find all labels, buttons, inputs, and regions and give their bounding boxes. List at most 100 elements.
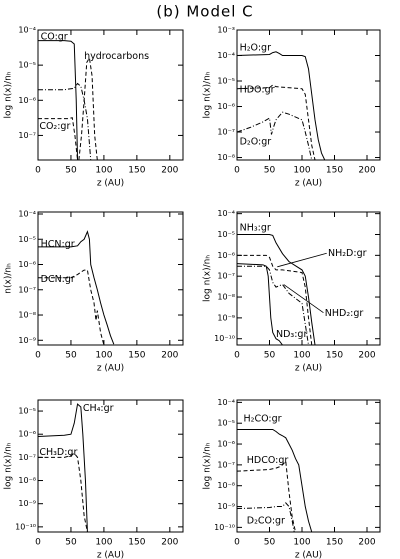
series-label: H₂O:gr — [240, 42, 271, 53]
y-tick-label: 10⁻⁶ — [18, 430, 36, 439]
series-label: H₂CO:gr — [244, 414, 282, 425]
plot-frame — [236, 399, 381, 533]
series-line — [237, 234, 316, 345]
series-line — [237, 265, 309, 345]
y-tick-label: 10⁻⁴ — [217, 398, 235, 407]
plot-frame — [37, 211, 184, 346]
x-tick-label: 150 — [128, 166, 145, 176]
series-group — [237, 428, 313, 532]
series-label: hydrocarbons — [84, 51, 149, 62]
series-line — [237, 84, 316, 160]
y-tick-label: 10⁻⁹ — [18, 499, 36, 508]
panel: 0 50 100 150 200 10⁻¹⁰ 10⁻⁹ 10⁻⁸ 10⁻⁷ 10⁻⁶ 10⁻⁵ z (… — [4, 399, 184, 559]
x-tick-label: 0 — [35, 351, 41, 361]
x-tick-label: 0 — [35, 166, 41, 176]
x-tick-label: 100 — [293, 351, 310, 361]
y-tick-label: 10⁻⁷ — [217, 460, 235, 469]
panel: 0 50 100 150 200 10⁻⁸ 10⁻⁷ 10⁻⁶ 10⁻⁵ 10⁻⁴ 10⁻³ z (A… — [203, 26, 381, 189]
x-tick-label: 200 — [161, 351, 178, 361]
series-line — [237, 51, 326, 160]
series-label: CH₄:gr — [83, 403, 114, 414]
series-line — [237, 428, 313, 532]
series-line — [78, 56, 98, 160]
y-tick-label: 10⁻¹⁰ — [214, 334, 235, 343]
x-tick-label: 100 — [95, 166, 112, 176]
y-tick-label: 10⁻⁴ — [217, 209, 235, 218]
x-tick-label: 150 — [128, 538, 145, 548]
y-tick-label: 10⁻⁷ — [18, 131, 36, 140]
plot-frame — [236, 29, 381, 161]
x-tick-label: 200 — [161, 538, 178, 548]
panel: 0 50 100 150 200 10⁻¹⁰ 10⁻⁹ 10⁻⁸ 10⁻⁷ 10⁻⁶ 10⁻⁵ 10⁻… — [203, 398, 381, 559]
series-line — [38, 269, 105, 345]
x-tick-label: 50 — [264, 538, 276, 548]
y-tick-label: 10⁻⁵ — [217, 419, 235, 428]
y-axis-label: log n(x)/nₕ — [4, 71, 14, 118]
y-tick-label: 10⁻⁸ — [18, 476, 36, 485]
series-group — [237, 234, 316, 345]
x-tick-label: 0 — [234, 351, 240, 361]
y-tick-label: 10⁻⁵ — [217, 230, 235, 239]
y-tick-label: 10⁻⁵ — [18, 407, 36, 416]
y-tick-label: 10⁻⁶ — [18, 96, 36, 105]
y-tick-label: 10⁻⁵ — [18, 61, 36, 70]
x-tick-label: 100 — [293, 538, 310, 548]
series-label: CO:gr — [41, 32, 68, 43]
x-axis-label: z (AU) — [295, 551, 322, 559]
x-tick-label: 50 — [65, 351, 77, 361]
panel: 0 50 100 150 200 10⁻⁷ 10⁻⁶ 10⁻⁵ 10⁻⁴ z (AU) log n(… — [4, 26, 184, 189]
panel: 0 50 100 150 200 10⁻¹⁰ 10⁻⁹ 10⁻⁸ 10⁻⁷ 10⁻⁶ 10⁻⁵ 10⁻… — [203, 209, 381, 374]
series-label: ND₃:gr — [276, 329, 307, 340]
x-tick-label: 150 — [326, 166, 343, 176]
series-label: HDO:gr — [240, 84, 275, 95]
series-line — [38, 230, 115, 345]
y-tick-label: 10⁻⁴ — [18, 26, 36, 35]
y-axis-label: log n(x)/nₕ — [203, 442, 213, 489]
x-tick-label: 200 — [358, 351, 375, 361]
series-line — [237, 263, 283, 345]
x-tick-label: 0 — [234, 166, 240, 176]
series-line — [237, 460, 296, 532]
series-line — [237, 111, 313, 160]
x-tick-label: 200 — [161, 166, 178, 176]
x-tick-label: 100 — [293, 166, 310, 176]
y-tick-label: 10⁻⁶ — [217, 251, 235, 260]
x-tick-label: 150 — [326, 351, 343, 361]
series-line — [38, 452, 88, 532]
y-tick-label: 10⁻⁹ — [217, 502, 235, 511]
series-line — [38, 403, 88, 532]
series-group — [38, 230, 115, 345]
y-tick-label: 10⁻¹⁰ — [15, 522, 36, 531]
series-label: DCN:gr — [41, 274, 75, 285]
series-label: NHD₂:gr — [325, 308, 364, 319]
x-tick-label: 200 — [358, 538, 375, 548]
series-line — [237, 254, 313, 345]
y-tick-label: 10⁻⁷ — [217, 128, 235, 137]
y-tick-label: 10⁻⁷ — [18, 453, 36, 462]
x-tick-label: 50 — [264, 166, 276, 176]
x-tick-label: 150 — [326, 538, 343, 548]
series-label: HCN:gr — [41, 239, 75, 250]
series-label: CH₃D:gr — [39, 447, 77, 458]
y-axis-label: n(x)/nₕ — [4, 263, 14, 294]
series-line — [38, 117, 79, 160]
x-tick-label: 50 — [65, 166, 77, 176]
series-group — [38, 40, 98, 160]
y-axis-label: log n(x)/nₕ — [203, 71, 213, 118]
y-tick-label: 10⁻⁵ — [18, 235, 36, 244]
x-tick-label: 150 — [128, 351, 145, 361]
x-axis-label: z (AU) — [97, 551, 124, 559]
x-axis-label: z (AU) — [295, 179, 322, 189]
leader-line — [283, 284, 324, 313]
series-label: NH₃:gr — [240, 223, 271, 234]
y-tick-label: 10⁻⁶ — [217, 102, 235, 111]
y-tick-label: 10⁻³ — [217, 26, 235, 35]
y-tick-label: 10⁻⁸ — [217, 293, 235, 302]
y-tick-label: 10⁻⁷ — [18, 285, 36, 294]
x-tick-label: 200 — [358, 166, 375, 176]
series-group — [237, 51, 326, 160]
series-line — [38, 82, 92, 160]
plot-frame — [236, 211, 381, 346]
x-tick-label: 50 — [264, 351, 276, 361]
